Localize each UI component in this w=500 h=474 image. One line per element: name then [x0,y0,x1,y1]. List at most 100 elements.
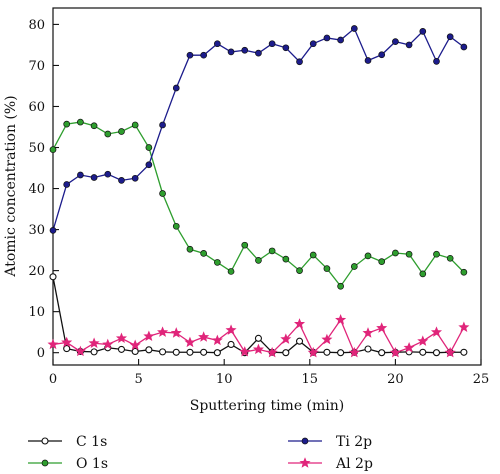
data-point-al-2p [348,346,360,358]
data-point-ti-2p [131,174,139,182]
data-point-o-1s [296,267,303,274]
data-point-al-2p [170,327,182,338]
data-point-ti-2p [241,46,249,54]
data-point-al-2p [143,330,155,341]
x-axis-title: Sputtering time (min) [190,398,345,414]
data-point-c-1s [364,345,372,353]
data-point-ti-2p [378,51,386,59]
data-point-ti-2p [337,36,344,44]
data-point-c-1s [186,348,194,356]
y-tick-label: 10 [28,305,45,320]
data-point-o-1s [350,263,358,270]
data-point-al-2p [389,346,401,358]
data-point-o-1s [268,247,276,255]
series-line-ti-2p [52,27,465,231]
y-tick-label: 80 [28,18,45,33]
data-point-ti-2p [296,58,303,66]
legend-marker [299,457,311,468]
data-point-c-1s [254,334,262,342]
data-point-ti-2p [90,174,98,181]
data-point-al-2p [88,337,100,348]
data-point-c-1s [282,349,290,357]
data-point-al-2p [376,322,388,333]
data-point-ti-2p [350,25,358,32]
y-tick-label: 40 [28,182,45,197]
data-point-al-2p [417,335,429,346]
data-point-al-2p [294,318,306,329]
data-point-ti-2p [364,57,372,64]
data-point-al-2p [115,332,128,344]
series-ti-2p [49,25,468,234]
data-point-o-1s [90,122,98,130]
data-point-o-1s [214,259,221,266]
data-point-al-2p [74,345,86,357]
x-tick-label: 5 [134,372,142,387]
data-point-al-2p [225,324,237,335]
data-point-c-1s [49,273,57,281]
legend-marker [41,459,49,467]
data-point-ti-2p [172,84,180,92]
data-point-c-1s [131,347,139,356]
data-point-o-1s [419,270,427,278]
data-point-o-1s [255,257,262,264]
data-point-o-1s [63,120,71,128]
data-point-al-2p [129,339,141,351]
data-point-o-1s [364,252,372,260]
y-tick-label: 60 [28,100,45,115]
data-point-o-1s [77,118,84,126]
data-point-ti-2p [214,40,221,48]
data-point-al-2p [47,338,59,350]
plot-area: 0 5 10 15 20 25 0 10 20 30 40 50 60 70 80 [28,7,489,387]
data-point-al-2p [198,331,210,342]
legend-item-al-2p: Al 2p [288,456,373,472]
legend-label: Al 2p [335,456,373,472]
data-point-ti-2p [392,38,399,45]
data-point-c-1s [227,340,235,349]
data-point-c-1s [200,348,208,356]
data-point-o-1s [282,255,290,263]
x-tick-label: 0 [49,372,57,387]
data-point-al-2p [184,336,196,348]
data-point-ti-2p [159,121,166,129]
data-point-o-1s [433,250,440,258]
data-point-o-1s [200,250,208,257]
x-tick-label: 15 [302,372,319,387]
y-tick-label: 50 [28,141,45,156]
data-point-o-1s [460,268,468,276]
y-axis-title: Atomic concentration (%) [3,95,19,277]
data-point-al-2p [211,334,223,346]
data-point-o-1s [378,258,386,265]
data-point-ti-2p [145,161,153,169]
data-point-c-1s [378,349,386,357]
data-point-ti-2p [77,171,84,179]
data-point-al-2p [280,333,292,344]
legend: C 1s O 1s Ti 2p Al 2p [28,434,373,472]
y-tick-label: 30 [28,223,45,238]
data-point-ti-2p [255,49,262,57]
data-point-al-2p [321,333,333,345]
data-point-c-1s [295,337,304,345]
y-tick-label: 20 [28,264,45,279]
data-point-ti-2p [446,33,454,41]
y-tick-label: 70 [28,59,45,74]
x-axis-ticks: 0 5 10 15 20 25 [49,359,489,387]
data-point-o-1s [49,146,57,153]
data-point-ti-2p [433,57,440,65]
data-point-c-1s [337,349,345,357]
data-point-o-1s [104,130,112,138]
data-point-o-1s [131,121,139,129]
legend-item-o-1s: O 1s [28,456,108,472]
legend-item-c-1s: C 1s [28,434,107,450]
series-al-2p [47,314,470,358]
x-tick-label: 10 [216,372,233,387]
data-point-c-1s [213,349,221,357]
data-point-o-1s [227,268,235,275]
data-point-ti-2p [49,227,57,234]
data-point-c-1s [432,349,441,357]
legend-marker [301,437,309,445]
data-point-al-2p [458,321,470,332]
legend-marker [41,437,49,445]
data-point-ti-2p [309,40,317,48]
data-point-o-1s [405,250,413,258]
data-point-c-1s [90,348,98,356]
